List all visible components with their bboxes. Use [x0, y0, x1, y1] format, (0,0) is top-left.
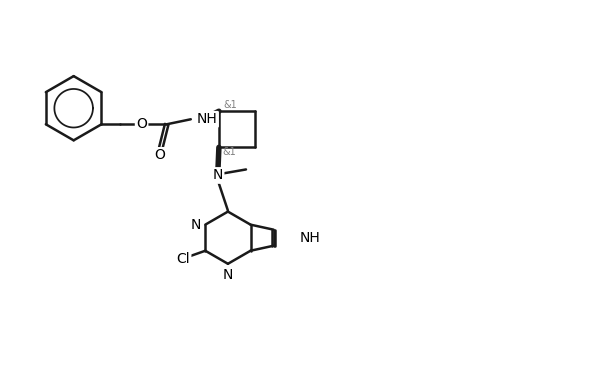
Text: NH: NH — [300, 231, 320, 245]
Text: N: N — [191, 218, 201, 232]
Text: &1: &1 — [223, 100, 237, 110]
Text: O: O — [154, 148, 165, 163]
Text: N: N — [213, 168, 223, 182]
Text: Cl: Cl — [177, 252, 190, 266]
Text: NH: NH — [197, 112, 218, 126]
Text: N: N — [223, 268, 233, 282]
Text: O: O — [136, 117, 147, 131]
Text: &1: &1 — [222, 148, 236, 157]
